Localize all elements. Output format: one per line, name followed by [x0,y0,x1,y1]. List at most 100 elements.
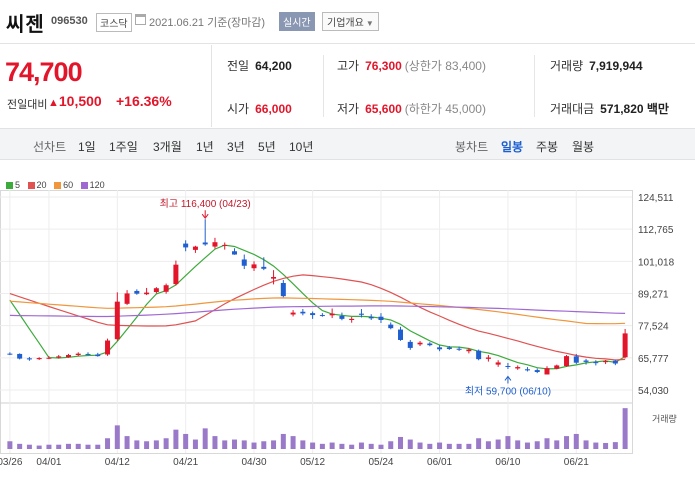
period-1w[interactable]: 1주일 [109,140,138,154]
candle-body [17,353,23,359]
candle-monthly[interactable]: 월봉 [572,140,595,154]
volume-bar [105,438,111,449]
candle-body [505,365,511,367]
chart-frame [0,190,633,454]
candle-body [612,360,618,364]
y-tick-label: 65,777 [638,354,669,365]
volume-bar [603,442,609,449]
candle-body [290,312,296,315]
prev-close-value: 64,200 [255,59,292,73]
stock-chart[interactable]: 124,511 112,765 101,018 89,271 77,524 65,777 5… [0,190,695,480]
volume-bar [534,441,540,449]
candle-body [261,266,267,269]
amount-cell: 거래대금 571,820 백만 [550,100,669,117]
candle-body [524,369,530,371]
volume-bar [505,436,511,449]
volume-bar [153,440,159,449]
volume-bar [583,440,589,449]
candle-body [271,276,277,279]
volume-bar [495,439,501,449]
ma-line-20 [9,274,626,361]
low-cell: 저가 65,600 (하한가 45,000) [337,100,486,117]
x-tick-label: 06/01 [427,457,452,468]
period-5y[interactable]: 5년 [258,140,276,154]
ma-line-60 [9,297,626,325]
volume-bar [427,443,433,449]
volume-bar [466,443,472,449]
candle-body [407,341,413,348]
high-label: 고가 [337,59,360,73]
candle-body [231,251,237,255]
quote-panel: 74,700 전일대비 ▲10,500 +16.36% 전일 64,200 고가 7… [0,45,695,127]
candle-body [564,356,570,366]
candle-body [476,350,482,360]
volume-bar [407,439,413,449]
candle-body [456,348,462,350]
volume-bar [251,442,257,449]
x-tick-label: 06/10 [495,457,520,468]
volume-bar [456,443,462,449]
candle-chart-label: 봉차트 [455,140,489,154]
lower-limit: (하한가 45,000) [404,102,486,116]
x-tick-label: 05/12 [300,457,325,468]
candle-body [241,259,247,266]
upper-limit: (상한가 83,400) [404,59,486,73]
volume-bar [564,436,570,449]
period-10y[interactable]: 10년 [289,140,314,154]
y-tick-label: 89,271 [638,290,669,301]
volume-bar [339,443,345,449]
period-1d[interactable]: 1일 [78,140,96,154]
candle-body [427,343,433,346]
period-1y[interactable]: 1년 [196,140,214,154]
volume-bar [544,438,550,449]
company-overview-dropdown[interactable]: 기업개요 ▼ [322,12,379,31]
candle-body [466,349,472,352]
y-tick-label: 77,524 [638,322,669,333]
candle-body [105,340,111,355]
volume-bar [329,442,335,449]
volume-bar [85,444,91,449]
legend-ma20: 20 [27,180,47,190]
period-3y[interactable]: 3년 [227,140,245,154]
candle-body [437,347,443,350]
candle-body [573,356,579,363]
max-arrow-head [201,213,209,220]
candle-body [280,283,286,297]
candle-body [388,324,394,329]
divider [323,55,324,117]
candle-body [173,264,179,285]
volume-bar [95,444,101,449]
open-label: 시가 [227,102,250,116]
candle-body [95,354,101,357]
volume-bar [310,442,316,449]
candle-weekly[interactable]: 주봉 [536,140,559,154]
volume-bar [192,439,198,449]
candle-body [46,357,52,359]
candle-body [36,358,42,360]
low-value: 65,600 [365,102,402,116]
volume-bar [476,438,482,449]
legend-ma60-label: 60 [63,180,74,190]
volume-bar [134,440,140,449]
volume-bar [261,441,267,449]
legend-ma120: 120 [80,180,105,190]
calendar-icon [135,14,146,25]
volume-bar [36,445,42,449]
volume-bar [593,442,599,449]
candle-body [495,362,501,365]
period-3m[interactable]: 3개월 [153,140,182,154]
candle-body [339,315,345,319]
candle-body [368,316,374,319]
candle-daily[interactable]: 일봉 [501,140,524,154]
volume-bar [163,438,169,449]
change-label: 전일대비 [7,99,48,111]
max-annotation: 최고 116,400 (04/23) [160,198,251,210]
line-chart-label: 선차트 [33,140,67,154]
candle-body [310,313,316,316]
volume-label: 거래량 [550,59,584,73]
volume-bar [398,436,404,449]
y-tick-label: 54,030 [638,386,669,397]
stock-name: 씨젠 [6,14,45,36]
candle-body [124,293,130,304]
realtime-button[interactable]: 실시간 [279,12,315,31]
